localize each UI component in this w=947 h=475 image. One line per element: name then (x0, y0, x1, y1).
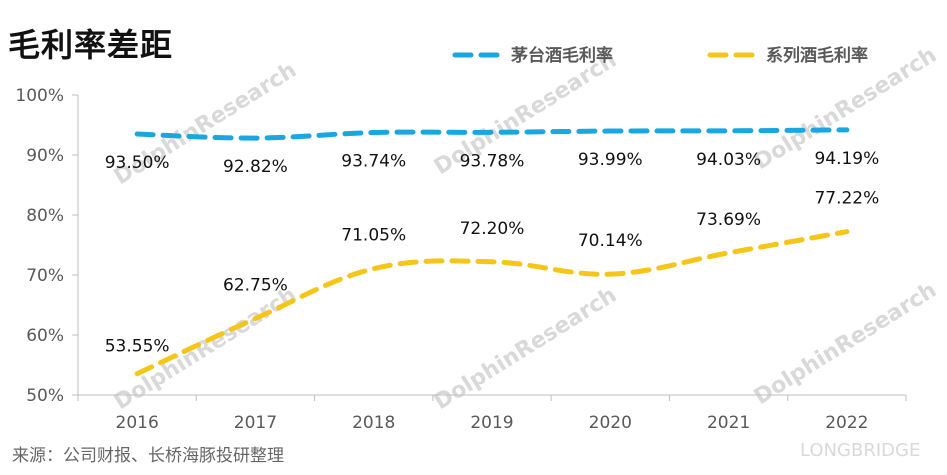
series-line-moutai (134, 127, 850, 141)
x-tick-label: 2017 (234, 413, 277, 433)
y-tick-label: 50% (26, 386, 64, 406)
watermark-brand: LONGBRIDGE (800, 440, 920, 461)
data-label: 73.69% (696, 210, 761, 230)
data-label: 93.74% (341, 152, 406, 172)
axes: 50% 60% 70% 80% 90% 100% 2016 2017 2018 2019 2020 2… (15, 86, 907, 433)
x-tick-label: 2018 (352, 413, 395, 433)
y-tick-label: 70% (26, 266, 64, 286)
data-label: 72.20% (460, 219, 525, 239)
y-tick-label: 60% (26, 326, 64, 346)
data-labels-layer: 93.50% 92.82% 93.74% 93.78% 93.99% 94.03% 94.1… (105, 149, 880, 357)
legend: 茅台酒毛利率 系列酒毛利率 (452, 45, 868, 66)
watermark-text: DolphinResearch (750, 278, 941, 410)
series-line-series-liquor (134, 229, 850, 377)
chart-title: 毛利率差距 (8, 26, 174, 64)
data-label: 94.03% (696, 150, 761, 170)
x-tick-label: 2022 (825, 413, 868, 433)
data-label: 71.05% (341, 226, 406, 246)
y-tick-label: 100% (15, 86, 64, 106)
data-label: 93.99% (578, 150, 643, 170)
legend-label: 系列酒毛利率 (766, 45, 868, 66)
y-tick-label: 80% (26, 206, 64, 226)
data-label: 93.78% (460, 151, 525, 171)
data-label: 92.82% (223, 157, 288, 177)
x-tick-label: 2016 (116, 413, 159, 433)
y-tick-label: 90% (26, 146, 64, 166)
data-label: 70.14% (578, 231, 643, 251)
data-label: 93.50% (105, 153, 170, 173)
data-label: 53.55% (105, 337, 170, 357)
legend-label: 茅台酒毛利率 (511, 45, 613, 66)
x-tick-label: 2020 (589, 413, 632, 433)
data-label: 77.22% (814, 189, 879, 209)
data-label: 94.19% (814, 149, 879, 169)
x-tick-label: 2021 (707, 413, 750, 433)
data-label: 62.75% (223, 276, 288, 296)
x-tick-label: 2019 (470, 413, 513, 433)
series-layer (134, 127, 850, 377)
watermark-layer: DolphinResearch DolphinResearch DolphinRes… (110, 43, 941, 461)
source-note: 来源：公司财报、长桥海豚投研整理 (12, 446, 284, 466)
